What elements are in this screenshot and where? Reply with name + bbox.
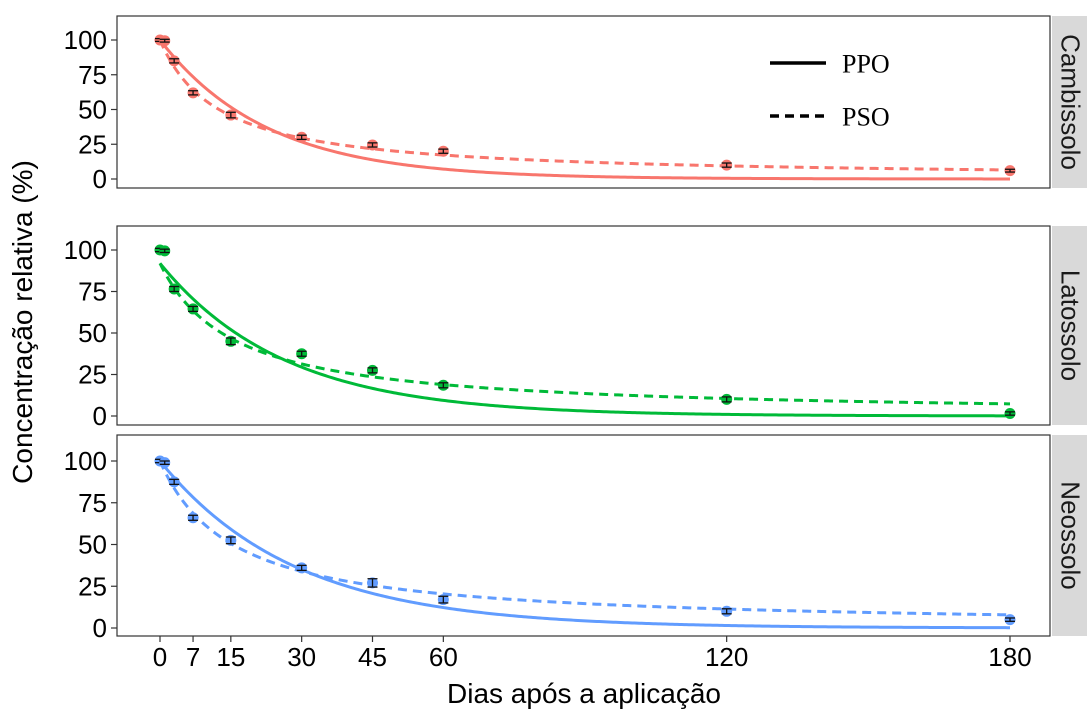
facet-strip	[1052, 226, 1087, 425]
panel-latossolo: Latossolo 0 25 50 75 100	[64, 225, 1087, 431]
legend-label-ppo: PPO	[842, 50, 890, 79]
legend-label-pso: PSO	[842, 103, 890, 132]
y-tick-label: 0	[93, 613, 107, 643]
y-tick-label: 0	[93, 164, 107, 194]
x-tick-label: 15	[216, 642, 245, 672]
y-axis-title: Concentração relativa (%)	[7, 160, 38, 484]
pso-curve	[158, 262, 1011, 406]
y-tick-label: 25	[78, 360, 107, 390]
y-tick-label: 25	[78, 129, 107, 159]
y-tick-label: 100	[64, 25, 107, 55]
y-tick-label: 50	[78, 95, 107, 125]
facet-label: Latossolo	[1056, 270, 1086, 381]
legend: PPO PSO	[770, 50, 890, 132]
y-tick-label: 100	[64, 235, 107, 265]
x-tick-label: 7	[186, 642, 200, 672]
x-tick-label: 0	[153, 642, 167, 672]
x-tick-label: 60	[429, 642, 458, 672]
facet-label: Cambissolo	[1056, 34, 1086, 170]
x-tick-label: 45	[358, 642, 387, 672]
y-tick-label: 50	[78, 318, 107, 348]
x-axis-title: Dias após a aplicação	[447, 678, 721, 709]
y-tick-label: 100	[64, 446, 107, 476]
facet-label: Neossolo	[1056, 481, 1086, 589]
ppo-curve	[158, 262, 1011, 418]
y-tick-label: 25	[78, 571, 107, 601]
panels: Cambissolo0255075100Latossolo0255075100N…	[64, 15, 1087, 643]
panel-frame	[116, 15, 1051, 189]
y-tick-label: 0	[93, 401, 107, 431]
panel-frame	[116, 434, 1051, 637]
facet-strip	[1052, 16, 1087, 188]
y-tick-label: 50	[78, 530, 107, 560]
facet-strip	[1052, 435, 1087, 636]
x-tick-label: 30	[287, 642, 316, 672]
x-tick-label: 180	[988, 642, 1031, 672]
y-tick-label: 75	[78, 277, 107, 307]
y-tick-label: 75	[78, 60, 107, 90]
y-tick-label: 75	[78, 488, 107, 518]
panel-neossolo: Neossolo 0 25 50 75 100	[64, 434, 1087, 643]
x-tick-label: 120	[705, 642, 748, 672]
panel-cambissolo: Cambissolo 0 25 50 75 100	[64, 15, 1087, 194]
x-axis: 0 7 15 30 45 60 120 180	[153, 636, 1032, 672]
panel-frame	[116, 225, 1051, 426]
